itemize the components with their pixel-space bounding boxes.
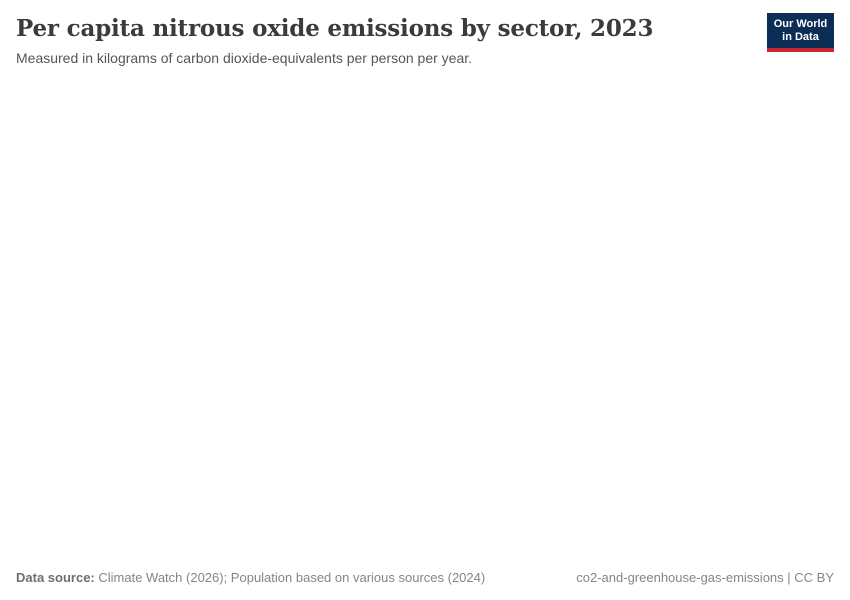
chart-subtitle: Measured in kilograms of carbon dioxide-…	[16, 49, 473, 66]
chart-footer: Data source: Climate Watch (2026); Popul…	[16, 570, 834, 586]
chart-title: Per capita nitrous oxide emissions by se…	[16, 15, 654, 42]
data-source-text: Climate Watch (2026); Population based o…	[94, 570, 486, 586]
data-source-line[interactable]: Data source: Climate Watch (2026); Popul…	[16, 570, 485, 586]
owid-logo-line1: Our World	[773, 17, 828, 30]
owid-logo-line2: in Data	[782, 30, 819, 43]
data-source-label: Data source:	[16, 570, 95, 586]
owid-logo[interactable]: Our World in Data	[767, 13, 834, 52]
chart-header: Per capita nitrous oxide emissions by se…	[0, 0, 850, 67]
chart-plot-area	[16, 80, 834, 555]
slug-and-license[interactable]: co2-and-greenhouse-gas-emissions | CC BY	[576, 570, 834, 586]
